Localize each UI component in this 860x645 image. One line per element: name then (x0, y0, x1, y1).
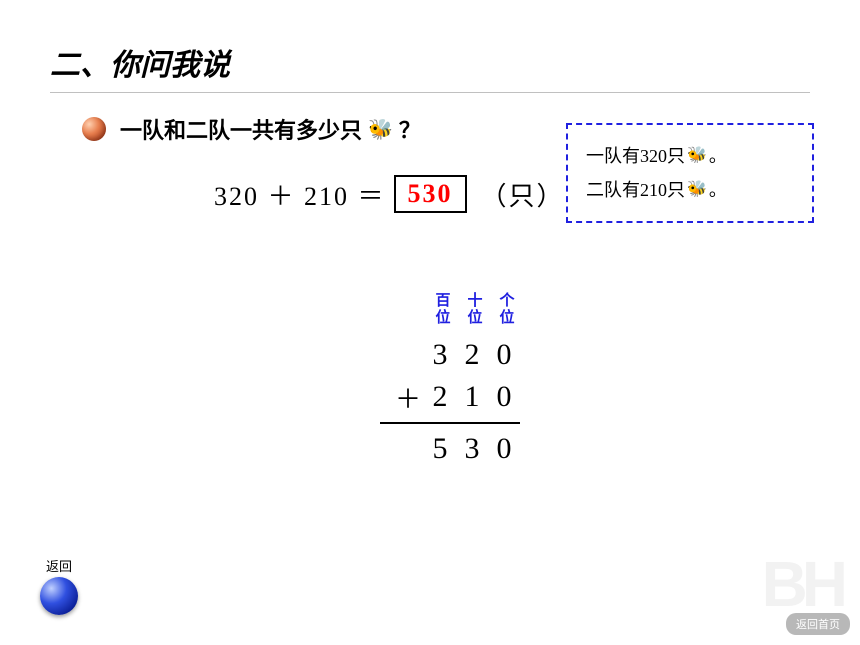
calc-op-blank (392, 434, 424, 464)
question-suffix: ？ (399, 113, 421, 145)
digit: 0 (488, 432, 520, 466)
plus-sign: ＋ (392, 379, 424, 416)
calc-result-row: 5 3 0 (380, 428, 520, 470)
title-row: 二、你问我说 (50, 40, 810, 93)
calc-row-2: ＋ 2 1 0 (380, 376, 520, 418)
bullet-ball-icon (82, 117, 106, 141)
answer-box: 530 (394, 175, 467, 213)
home-button[interactable]: 返回首页 (786, 613, 850, 635)
info-line-1: 一队有320只 🐝 。 (586, 139, 798, 173)
digit: 5 (424, 432, 456, 466)
digit: 2 (456, 338, 488, 372)
vertical-calculation: 百位 十位 个位 3 2 0 ＋ 2 1 0 5 3 0 (380, 293, 520, 470)
digit: 3 (456, 432, 488, 466)
back-label: 返回 (40, 556, 78, 575)
question-prefix: 一队和二队一共有多少只 (120, 113, 362, 145)
place-hundreds: 百位 (430, 293, 456, 326)
content-area: 一队和二队一共有多少只 🐝 ？ 320 ＋ 210 ＝ 530 （只） 一队有3… (50, 113, 810, 213)
calc-row-1: 3 2 0 (380, 334, 520, 376)
back-ball-icon (40, 577, 78, 615)
digit: 3 (424, 338, 456, 372)
bee-icon: 🐝 (687, 141, 707, 171)
watermark: BH (762, 547, 842, 621)
slide: 二、你问我说 一队和二队一共有多少只 🐝 ？ 320 ＋ 210 ＝ 530 （… (0, 0, 860, 645)
info-line-2: 二队有210只 🐝 。 (586, 173, 798, 207)
info-box: 一队有320只 🐝 。 二队有210只 🐝 。 (566, 123, 814, 223)
place-ones: 个位 (494, 293, 520, 326)
info1-suffix: 。 (709, 139, 727, 173)
bee-icon: 🐝 (368, 117, 393, 142)
bee-icon: 🐝 (687, 175, 707, 205)
calc-op-blank (392, 340, 424, 370)
equation-lhs: 320 ＋ 210 ＝ (214, 176, 386, 213)
info2-suffix: 。 (709, 173, 727, 207)
slide-title: 二、你问我说 (50, 40, 810, 84)
place-tens: 十位 (462, 293, 488, 326)
back-button[interactable]: 返回 (40, 556, 78, 615)
calc-divider (380, 422, 520, 424)
place-labels: 百位 十位 个位 (410, 293, 520, 326)
digit: 0 (488, 338, 520, 372)
equation-unit: （只） (481, 176, 565, 213)
digit: 1 (456, 380, 488, 414)
info1-prefix: 一队有320只 (586, 139, 685, 173)
info2-prefix: 二队有210只 (586, 173, 685, 207)
digit: 0 (488, 380, 520, 414)
digit: 2 (424, 380, 456, 414)
